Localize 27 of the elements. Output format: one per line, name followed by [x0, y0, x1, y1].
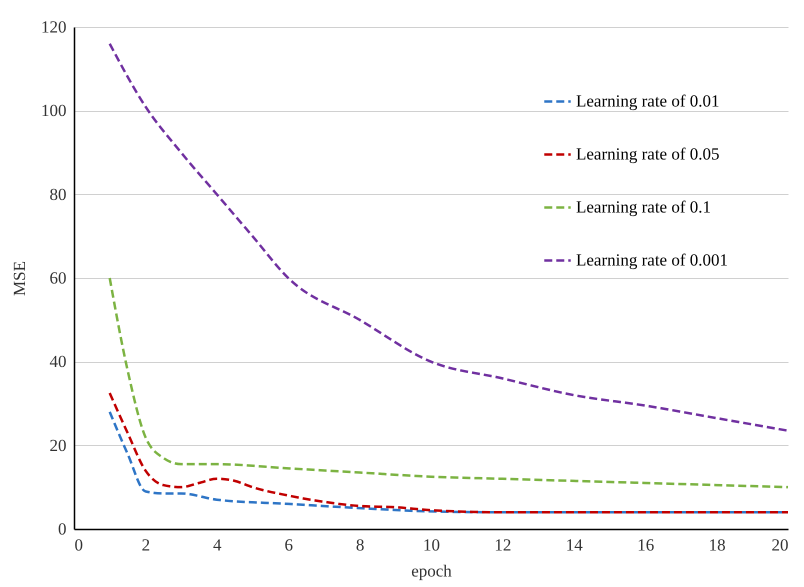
- y-tick-label: 40: [50, 352, 66, 372]
- y-tick-label: 80: [50, 184, 66, 204]
- x-axis-title: epoch: [411, 562, 452, 580]
- legend-label: Learning rate of 0.01: [576, 92, 720, 110]
- x-tick-label: 8: [356, 536, 364, 554]
- x-tick-label: 6: [284, 536, 293, 554]
- legend-label: Learning rate of 0.001: [576, 250, 728, 270]
- x-tick-label: 20: [772, 536, 788, 554]
- y-tick-label: 60: [50, 268, 66, 288]
- x-tick-label: 18: [708, 536, 726, 554]
- y-tick-label: 0: [58, 520, 66, 538]
- line-series: [108, 276, 790, 488]
- y-tick-label: 20: [50, 436, 66, 455]
- x-tick-label: 12: [494, 536, 512, 554]
- x-tick-label: 0: [74, 536, 83, 554]
- x-tick-label: 4: [213, 536, 222, 554]
- x-tick-label: 14: [566, 536, 584, 554]
- x-tick-label: 10: [423, 536, 440, 554]
- x-tick-label: 16: [637, 536, 654, 554]
- line-series: [108, 42, 790, 432]
- legend-label: Learning rate of 0.1: [576, 198, 711, 216]
- y-tick-label: 120: [41, 18, 66, 36]
- legend-label: Learning rate of 0.05: [576, 144, 720, 164]
- x-tick-label: 2: [142, 536, 150, 554]
- y-tick-label: 100: [41, 101, 66, 120]
- y-axis-title: MSE: [10, 261, 29, 296]
- line-series: [108, 392, 790, 514]
